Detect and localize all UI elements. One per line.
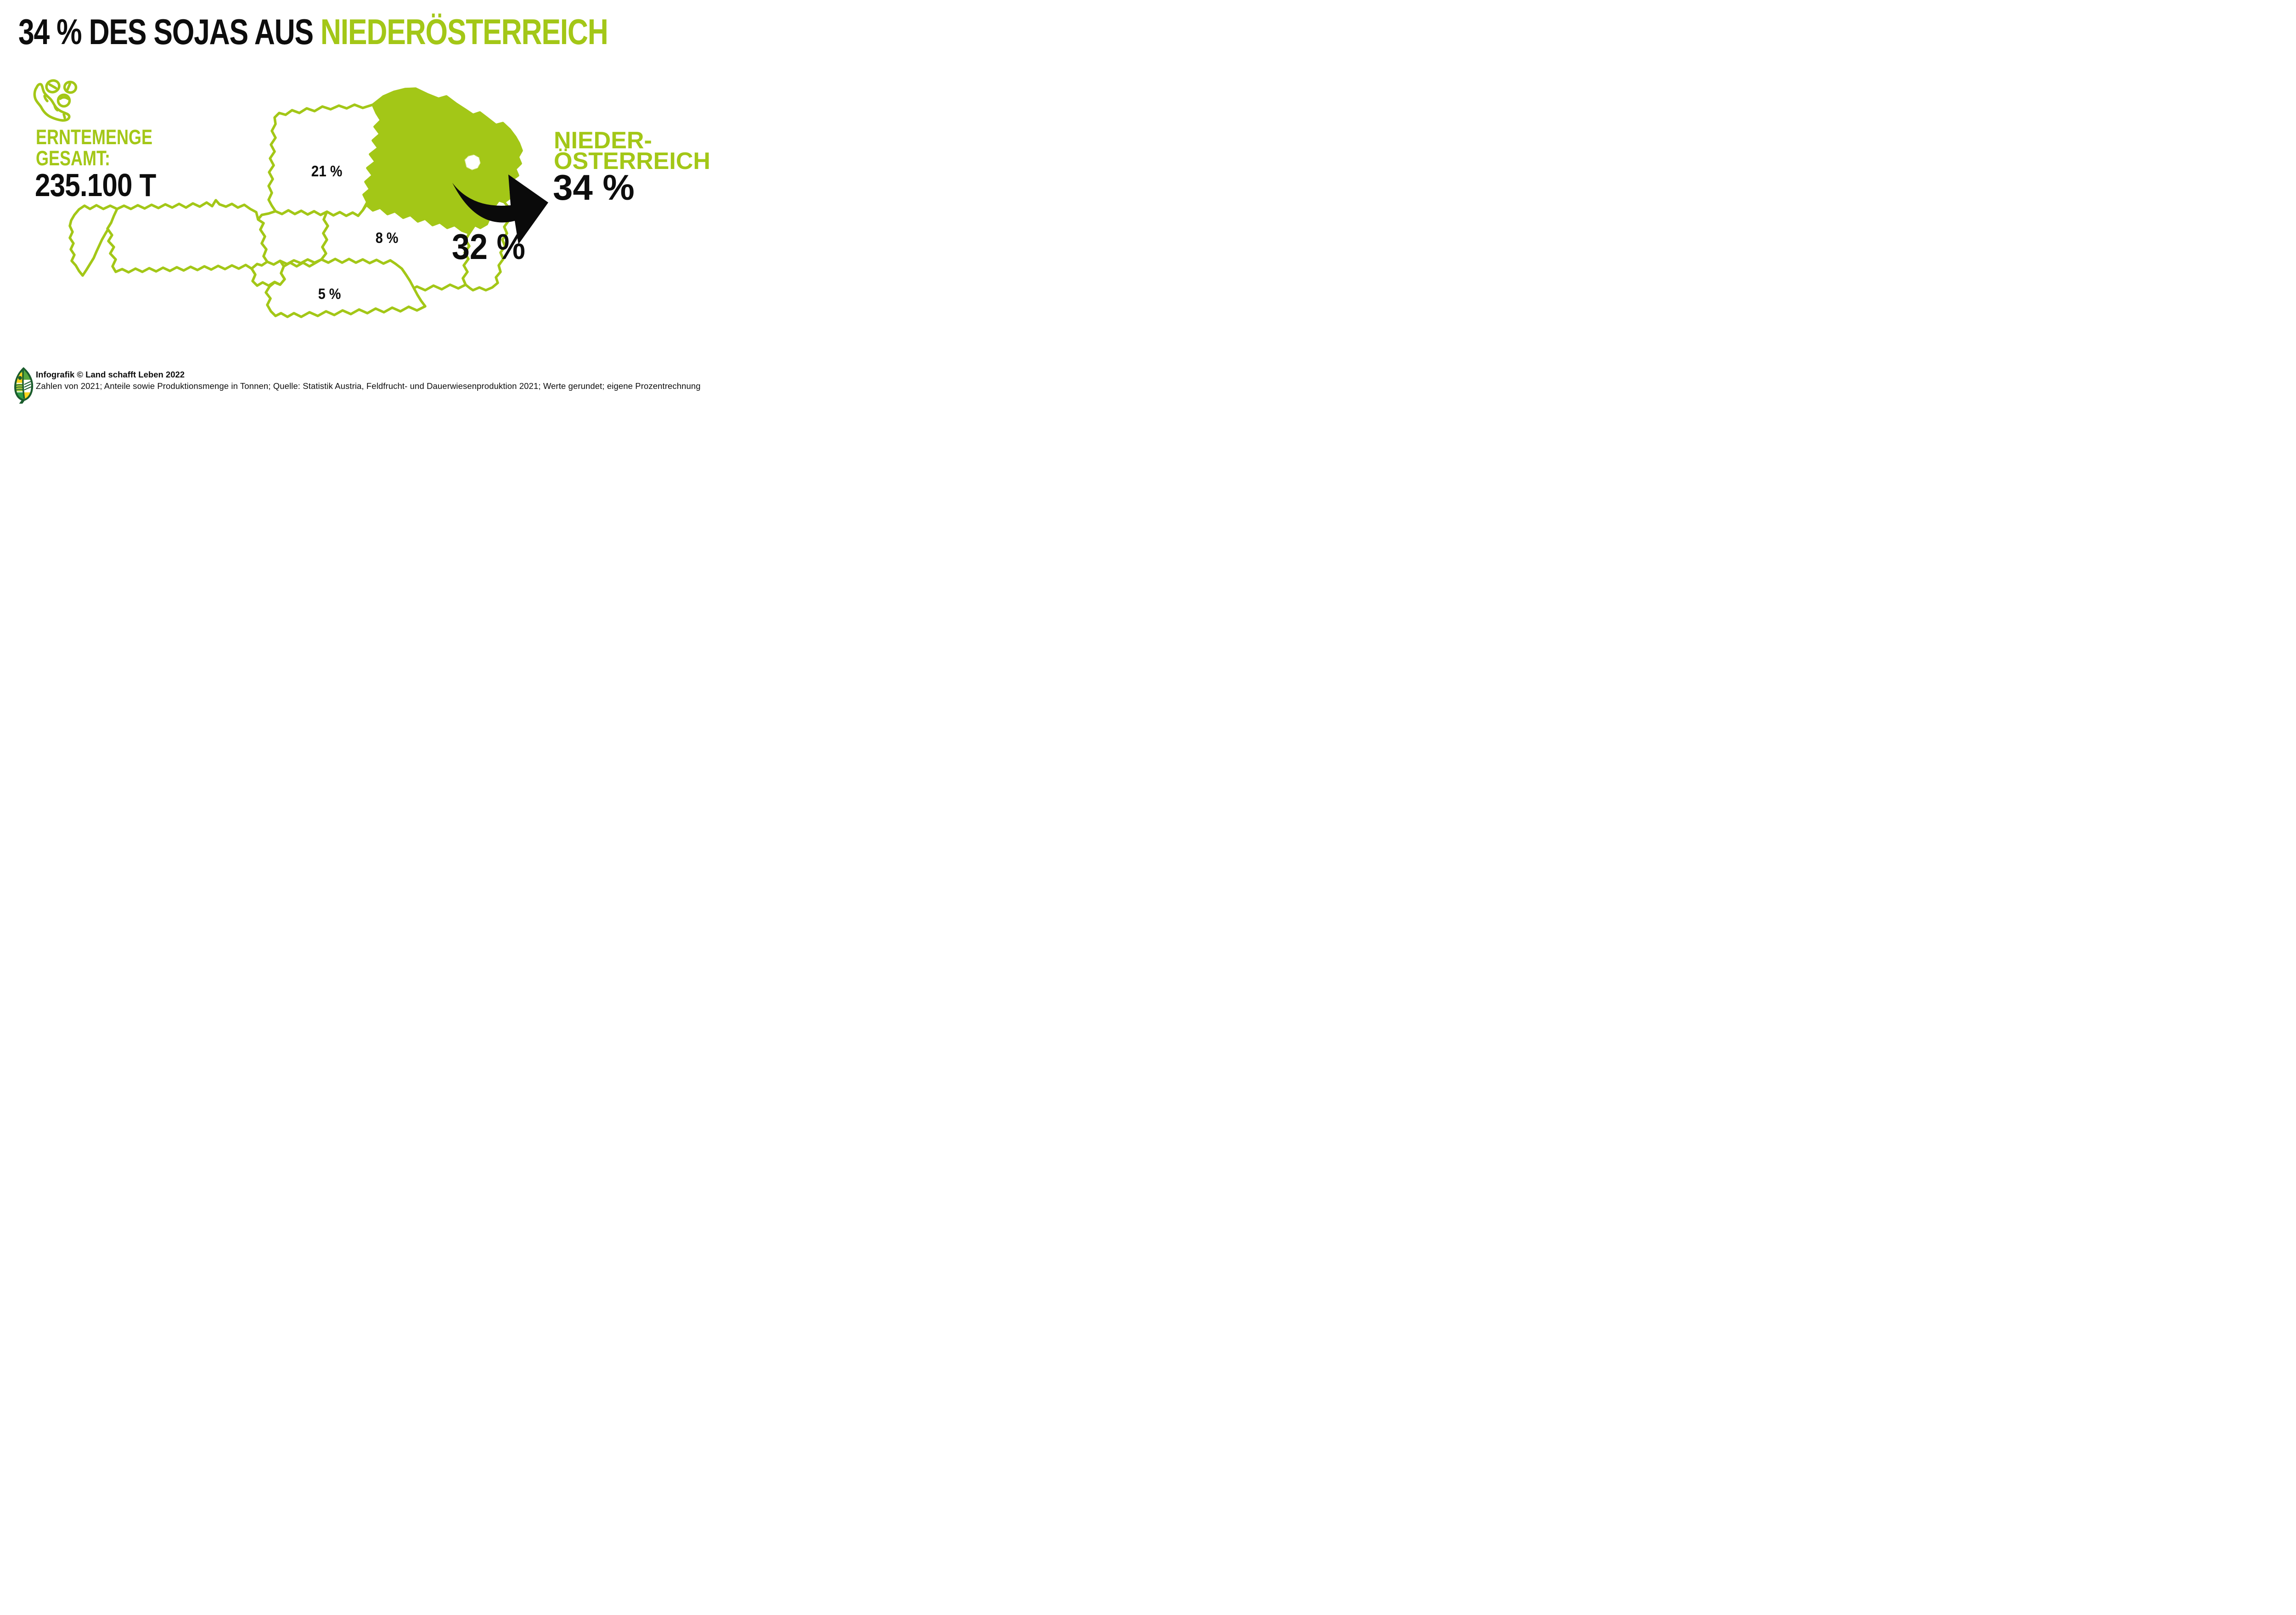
harvest-label-line1: ERNTEMENGE — [36, 125, 153, 149]
austria-map — [68, 87, 548, 318]
soybean-pod-icon — [33, 79, 78, 122]
map-regions — [68, 87, 523, 318]
region-niederoesterreich — [361, 87, 523, 235]
share-label-steiermark: 8 % — [376, 230, 399, 246]
soy-bean-1 — [45, 79, 61, 94]
callout-region-line2: ÖSTERREICH — [554, 148, 710, 174]
share-label-kaernten: 5 % — [318, 286, 341, 302]
region-tirol — [106, 199, 269, 274]
callout-share-value: 34 % — [553, 167, 635, 208]
soy-bean-3 — [56, 93, 71, 108]
leaf-logo — [14, 367, 34, 404]
share-label-burgenland: 32 % — [451, 226, 526, 267]
region-kaernten — [264, 258, 427, 318]
title-green-text: NIEDERÖSTERREICH — [320, 11, 608, 52]
soy-pod — [33, 83, 71, 122]
soy-pod-seam-marks — [43, 95, 66, 119]
title-black-text: 34 % DES SOJAS AUS — [18, 11, 314, 52]
harvest-total-value: 235.100 T — [35, 167, 156, 203]
footer-source-note: Zahlen von 2021; Anteile sowie Produktio… — [36, 381, 701, 391]
vienna-cutout — [464, 154, 481, 170]
callout-region-line1: NIEDER- — [554, 127, 652, 154]
footer-credit: Infografik © Land schafft Leben 2022 — [36, 370, 185, 379]
region-salzburg — [257, 209, 329, 266]
share-label-oberoesterreich: 21 % — [311, 163, 343, 180]
region-vorarlberg — [68, 204, 118, 277]
page-title: 34 % DES SOJAS AUS NIEDERÖSTERREICH — [18, 14, 718, 50]
curved-arrow-icon — [452, 174, 548, 244]
region-osttirol — [250, 259, 286, 287]
infographic: 34 % DES SOJAS AUS NIEDERÖSTERREICH ERNTE… — [0, 0, 718, 404]
region-oberoesterreich — [267, 103, 383, 217]
soy-bean-2 — [63, 80, 78, 94]
harvest-label-line2: GESAMT: — [36, 146, 110, 170]
